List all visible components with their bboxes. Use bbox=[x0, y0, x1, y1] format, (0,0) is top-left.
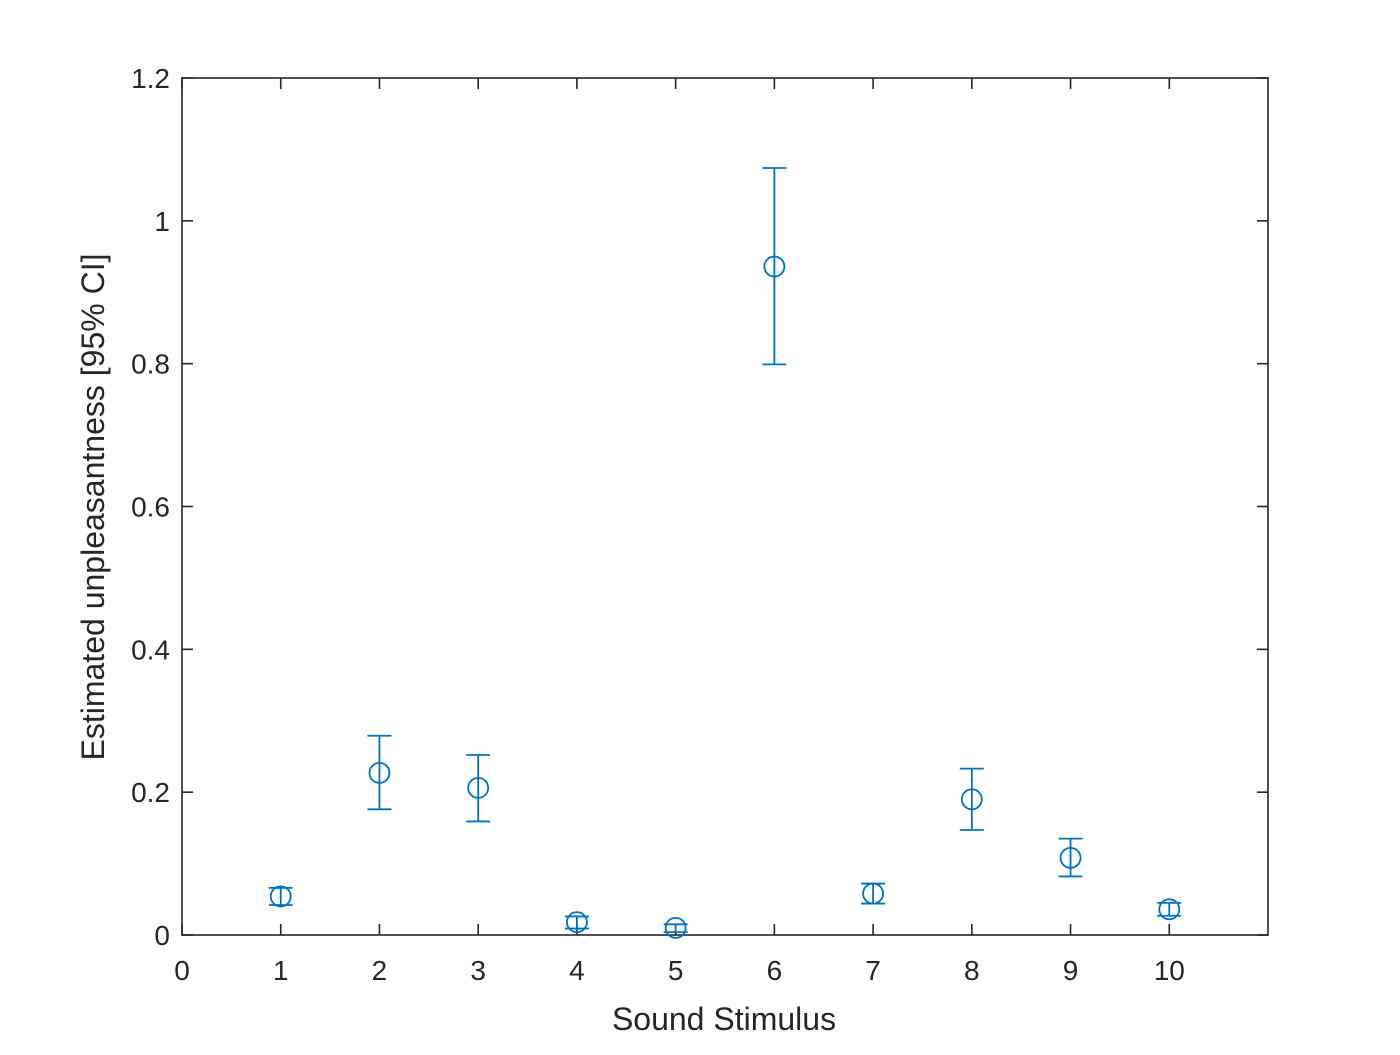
y-tick-label: 0.6 bbox=[131, 492, 170, 523]
x-tick-label: 4 bbox=[569, 955, 585, 986]
errorbar-point bbox=[466, 754, 491, 823]
data-point-marker bbox=[960, 788, 983, 811]
y-tick-label: 1 bbox=[154, 206, 170, 237]
x-tick-label: 3 bbox=[470, 955, 486, 986]
errorbar-point bbox=[367, 734, 392, 811]
x-tick-label: 6 bbox=[767, 955, 783, 986]
y-tick-label: 0.8 bbox=[131, 349, 170, 380]
data-point-marker bbox=[566, 911, 588, 934]
errorbar-point bbox=[268, 885, 293, 908]
data-point-marker bbox=[1059, 846, 1082, 869]
plot-box bbox=[181, 77, 1269, 936]
x-tick-label: 1 bbox=[273, 955, 289, 986]
x-tick-label: 9 bbox=[1063, 955, 1079, 986]
series-errorbars bbox=[268, 167, 1182, 939]
y-axis: 0 0.2 0.4 0.6 0.8 1 1.2 bbox=[131, 63, 1268, 951]
y-tick-label: 1.2 bbox=[131, 63, 170, 94]
y-axis-title: Estimated unpleasantness [95% CI] bbox=[75, 254, 111, 761]
data-point-marker bbox=[269, 885, 292, 908]
data-point-marker bbox=[368, 761, 391, 784]
errorbar-point bbox=[564, 911, 589, 934]
x-tick-label: 2 bbox=[372, 955, 388, 986]
errorbar-point bbox=[861, 882, 886, 905]
errorbar-point bbox=[663, 916, 688, 939]
x-axis: 0 1 2 3 4 5 6 7 8 9 10 bbox=[174, 78, 1185, 986]
y-tick-label: 0 bbox=[154, 920, 170, 951]
data-point-marker bbox=[862, 882, 884, 905]
y-tick-label: 0.2 bbox=[131, 777, 170, 808]
x-axis-title: Sound Stimulus bbox=[612, 1001, 836, 1037]
errorbar-point bbox=[762, 167, 787, 366]
x-tick-label: 5 bbox=[668, 955, 684, 986]
x-tick-label: 0 bbox=[174, 955, 190, 986]
errorbar-point bbox=[1058, 837, 1083, 878]
errorbar-point bbox=[959, 767, 984, 831]
data-point-marker bbox=[763, 255, 786, 278]
x-tick-label: 8 bbox=[964, 955, 980, 986]
plot-area bbox=[181, 77, 1269, 936]
x-tick-label: 10 bbox=[1154, 955, 1185, 986]
data-point-marker bbox=[664, 916, 687, 939]
x-tick-label: 7 bbox=[865, 955, 881, 986]
y-tick-label: 0.4 bbox=[131, 634, 170, 665]
data-point-marker bbox=[1158, 898, 1181, 921]
errorbar-point bbox=[1157, 898, 1182, 921]
data-point-marker bbox=[467, 776, 490, 799]
